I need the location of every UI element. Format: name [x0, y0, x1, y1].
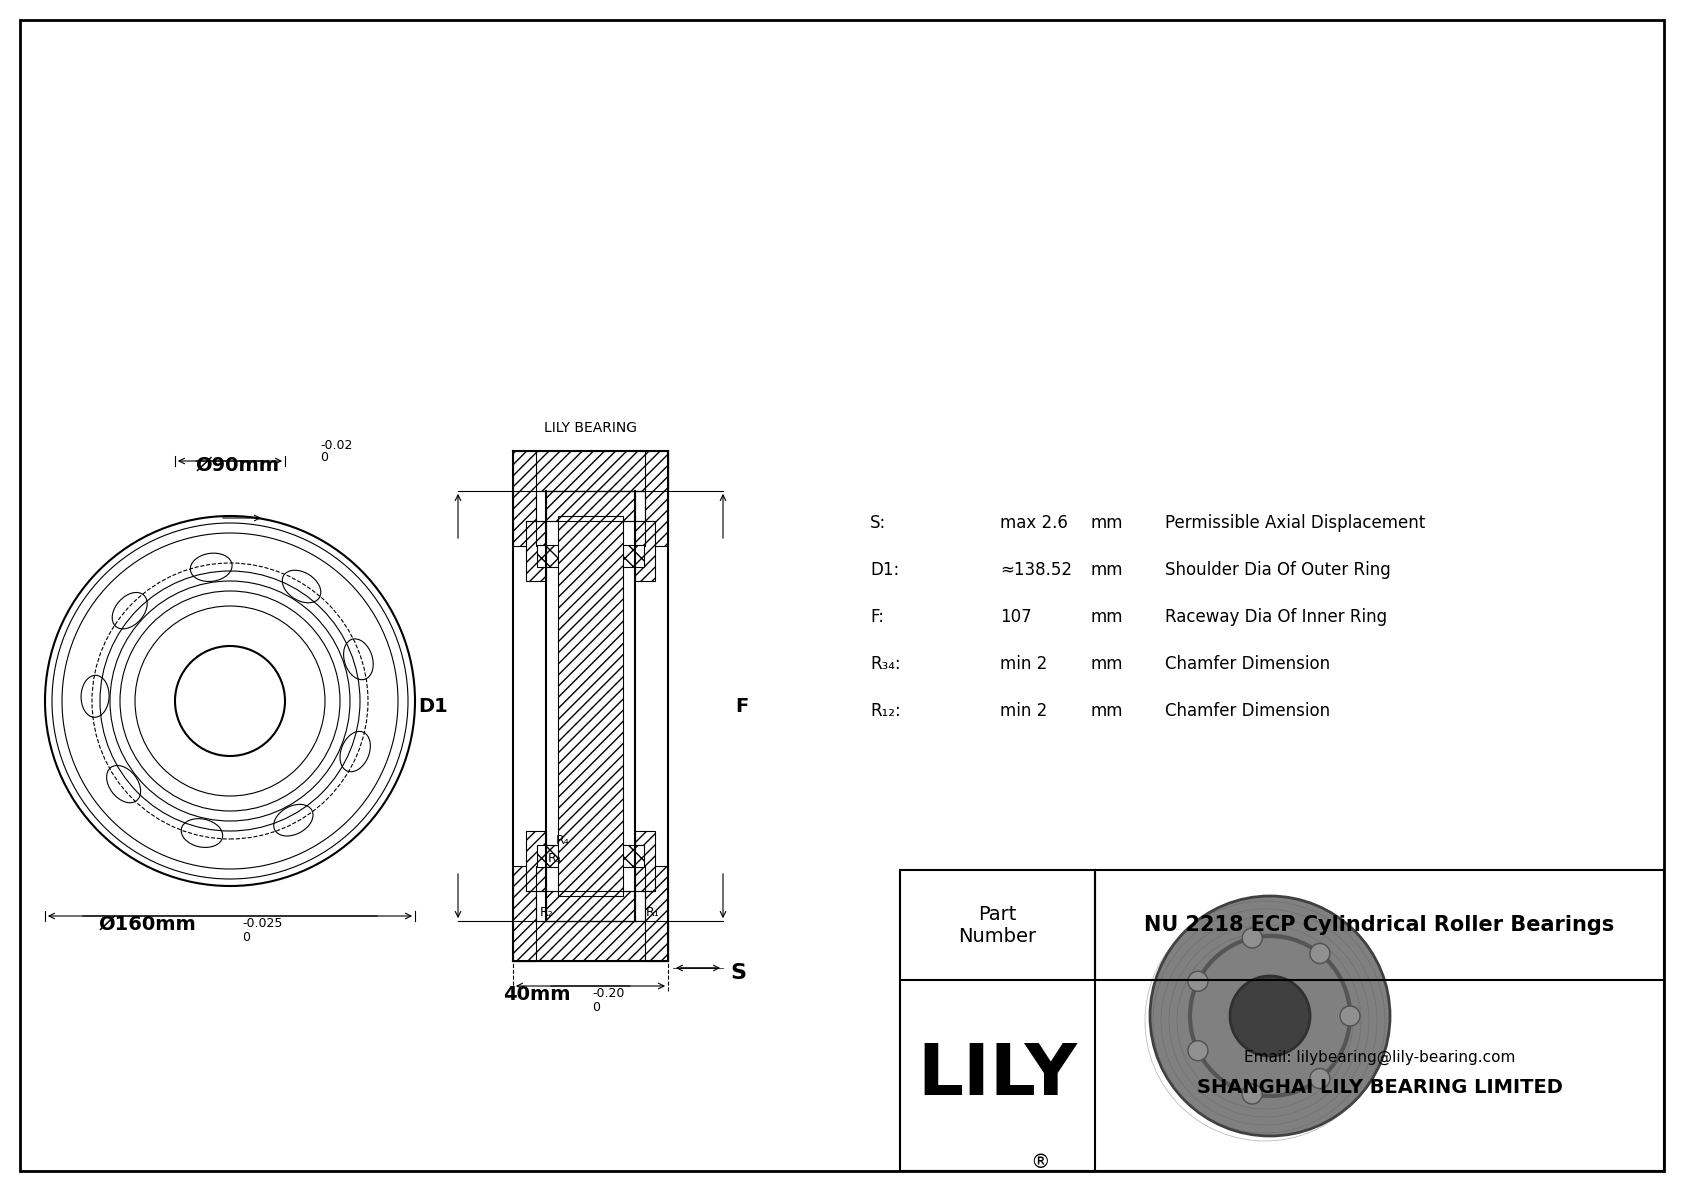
- Circle shape: [1229, 975, 1310, 1056]
- Text: 40mm: 40mm: [504, 985, 571, 1004]
- Bar: [514, 921, 669, 961]
- Bar: [546, 491, 635, 520]
- Circle shape: [1310, 943, 1330, 964]
- Bar: [537, 844, 559, 867]
- Circle shape: [1310, 1068, 1330, 1089]
- Text: min 2: min 2: [1000, 655, 1047, 673]
- Text: R₁₂:: R₁₂:: [871, 701, 901, 721]
- Text: ®: ®: [1031, 1153, 1049, 1172]
- Text: D1: D1: [418, 697, 448, 716]
- Circle shape: [1187, 1041, 1207, 1061]
- Bar: [635, 831, 655, 891]
- Bar: [557, 516, 623, 896]
- Bar: [537, 545, 559, 567]
- Bar: [621, 545, 643, 567]
- Bar: [645, 866, 669, 961]
- Text: mm: mm: [1090, 515, 1123, 532]
- Bar: [525, 520, 546, 581]
- Bar: [525, 831, 546, 891]
- Text: R₄: R₄: [556, 835, 569, 848]
- Text: min 2: min 2: [1000, 701, 1047, 721]
- Text: Raceway Dia Of Inner Ring: Raceway Dia Of Inner Ring: [1165, 607, 1388, 626]
- Text: -0.02: -0.02: [320, 439, 354, 453]
- Text: S: S: [729, 964, 746, 983]
- Text: Chamfer Dimension: Chamfer Dimension: [1165, 701, 1330, 721]
- Text: 0: 0: [320, 451, 328, 464]
- Text: -0.20: -0.20: [593, 987, 625, 1000]
- Text: LILY: LILY: [918, 1041, 1078, 1110]
- Text: Permissible Axial Displacement: Permissible Axial Displacement: [1165, 515, 1425, 532]
- Text: S:: S:: [871, 515, 886, 532]
- Text: NU 2218 ECP Cylindrical Roller Bearings: NU 2218 ECP Cylindrical Roller Bearings: [1145, 915, 1615, 935]
- Text: R₃: R₃: [547, 853, 562, 866]
- Text: R₃₄:: R₃₄:: [871, 655, 901, 673]
- Circle shape: [1150, 896, 1389, 1136]
- Text: mm: mm: [1090, 701, 1123, 721]
- Circle shape: [1243, 1084, 1263, 1104]
- Bar: [621, 844, 643, 867]
- Text: max 2.6: max 2.6: [1000, 515, 1068, 532]
- Text: SHANGHAI LILY BEARING LIMITED: SHANGHAI LILY BEARING LIMITED: [1197, 1078, 1563, 1097]
- Text: 0: 0: [593, 1000, 600, 1014]
- Text: Shoulder Dia Of Outer Ring: Shoulder Dia Of Outer Ring: [1165, 561, 1391, 579]
- Bar: [546, 891, 635, 921]
- Text: 107: 107: [1000, 607, 1032, 626]
- Text: 0: 0: [242, 931, 251, 944]
- Text: mm: mm: [1090, 607, 1123, 626]
- Text: Part
Number: Part Number: [958, 904, 1037, 946]
- Text: -0.025: -0.025: [242, 917, 283, 930]
- Circle shape: [1340, 1006, 1361, 1025]
- Text: F:: F:: [871, 607, 884, 626]
- Text: LILY BEARING: LILY BEARING: [544, 420, 637, 435]
- Bar: [514, 451, 669, 491]
- Bar: [635, 520, 655, 581]
- Circle shape: [1243, 928, 1263, 948]
- Text: Email: lilybearing@lily-bearing.com: Email: lilybearing@lily-bearing.com: [1244, 1050, 1516, 1065]
- Text: mm: mm: [1090, 655, 1123, 673]
- Text: Ø90mm: Ø90mm: [195, 456, 280, 475]
- Text: Chamfer Dimension: Chamfer Dimension: [1165, 655, 1330, 673]
- Bar: [645, 451, 669, 545]
- Text: ≈138.52: ≈138.52: [1000, 561, 1073, 579]
- Bar: [514, 451, 536, 545]
- Text: Ø160mm: Ø160mm: [99, 915, 197, 934]
- Text: D1:: D1:: [871, 561, 899, 579]
- Text: mm: mm: [1090, 561, 1123, 579]
- Text: R₂: R₂: [541, 906, 554, 919]
- Circle shape: [1187, 972, 1207, 991]
- Text: R₁: R₁: [647, 906, 660, 919]
- Text: F: F: [734, 697, 748, 716]
- Bar: [514, 866, 536, 961]
